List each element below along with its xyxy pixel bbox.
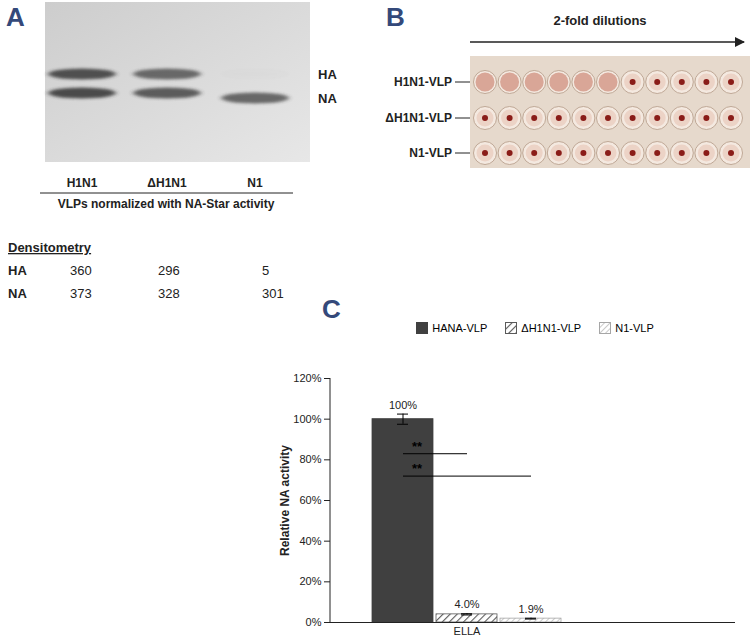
svg-text:Densitometry: Densitometry (8, 240, 92, 255)
svg-text:C: C (322, 294, 341, 324)
svg-text:373: 373 (70, 286, 92, 301)
svg-text:H1N1: H1N1 (67, 176, 98, 190)
svg-text:VLPs normalized with NA-Star a: VLPs normalized with NA-Star activity (58, 197, 275, 211)
svg-text:B: B (386, 2, 405, 32)
svg-text:ΔH1N1-VLP: ΔH1N1-VLP (385, 111, 452, 125)
svg-text:H1N1-VLP: H1N1-VLP (394, 75, 452, 89)
svg-text:328: 328 (158, 286, 180, 301)
svg-text:296: 296 (158, 263, 180, 278)
svg-text:40%: 40% (299, 535, 321, 547)
svg-text:80%: 80% (299, 453, 321, 465)
svg-text:NA: NA (8, 286, 27, 301)
svg-text:4.0%: 4.0% (454, 598, 479, 610)
svg-text:60%: 60% (299, 494, 321, 506)
svg-text:0%: 0% (306, 616, 322, 628)
html-text:N1-VLP: N1-VLP (615, 322, 654, 334)
html-text:HANA-VLP: HANA-VLP (432, 322, 488, 334)
svg-text:HA: HA (8, 263, 27, 278)
svg-text:A: A (6, 2, 25, 32)
html-text:ΔH1N1-VLP: ΔH1N1-VLP (521, 322, 582, 334)
svg-text:20%: 20% (299, 575, 321, 587)
svg-text:301: 301 (262, 286, 284, 301)
svg-text:**: ** (412, 461, 423, 476)
svg-text:Relative NA activity: Relative NA activity (278, 445, 292, 556)
svg-text:100%: 100% (389, 399, 417, 411)
svg-text:ELLA: ELLA (454, 625, 482, 637)
svg-text:1.9%: 1.9% (518, 603, 543, 615)
svg-text:5: 5 (262, 263, 269, 278)
svg-text:360: 360 (70, 263, 92, 278)
svg-text:120%: 120% (293, 372, 321, 384)
svg-text:2-fold dilutions: 2-fold dilutions (553, 13, 646, 28)
svg-text:100%: 100% (293, 413, 321, 425)
svg-text:N1-VLP: N1-VLP (409, 146, 452, 160)
svg-text:N1: N1 (247, 176, 263, 190)
svg-text:HA: HA (318, 67, 337, 82)
svg-text:NA: NA (318, 91, 337, 106)
svg-text:ΔH1N1: ΔH1N1 (147, 176, 187, 190)
svg-text:**: ** (412, 439, 423, 454)
